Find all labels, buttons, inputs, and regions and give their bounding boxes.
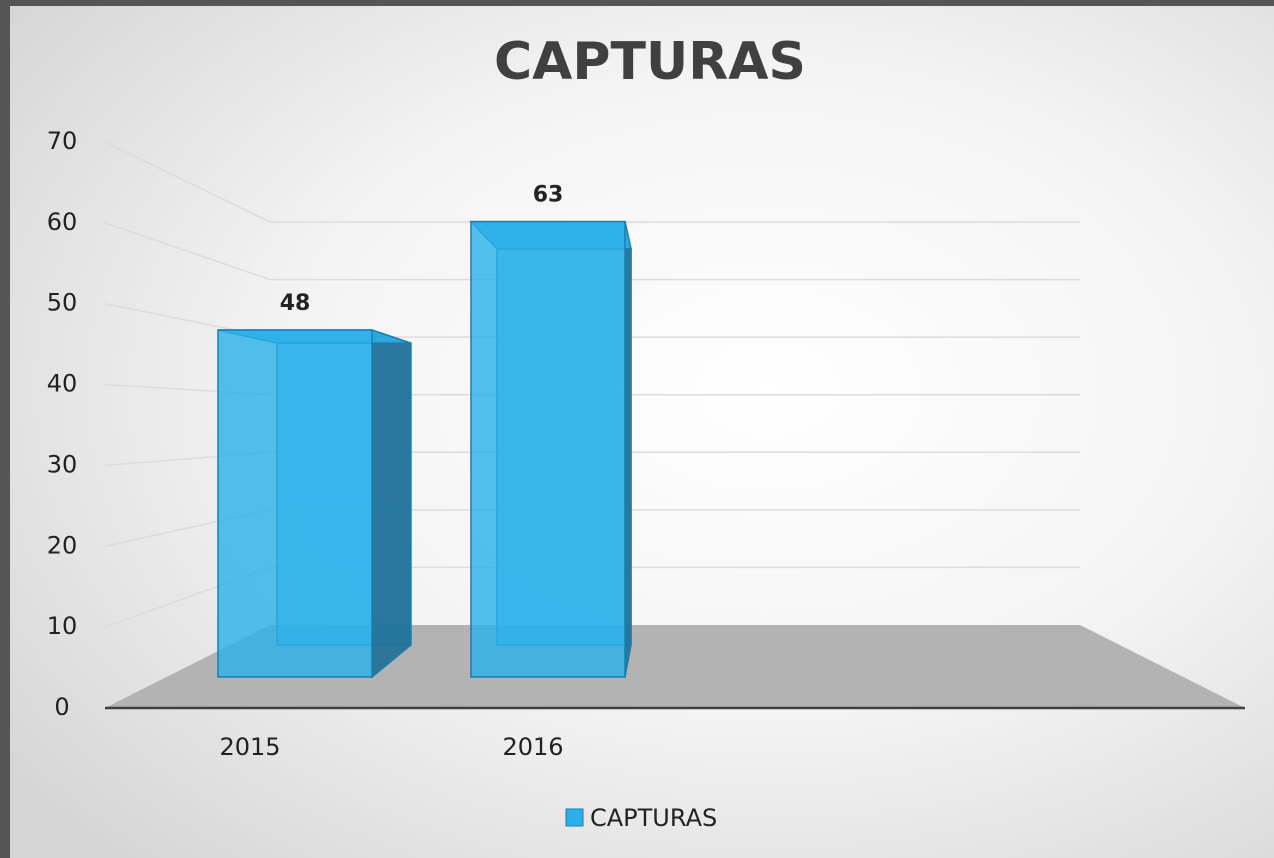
y-tick-label: 40	[47, 370, 78, 398]
y-tick-label: 50	[47, 289, 78, 317]
bar	[217, 328, 412, 679]
x-tick-label: 2016	[502, 733, 563, 761]
chart-title: CAPTURAS	[494, 32, 806, 92]
y-tick-label: 70	[47, 127, 78, 155]
y-tick-label: 20	[47, 531, 78, 559]
bar-side	[371, 328, 412, 679]
bar-front	[217, 329, 373, 678]
x-tick-label: 2015	[219, 733, 280, 761]
y-tick-label: 30	[47, 450, 78, 478]
data-label: 63	[533, 183, 564, 208]
side-grid-line	[104, 222, 271, 281]
bar-front	[470, 220, 626, 678]
y-tick-label: 60	[47, 208, 78, 236]
data-label: 48	[280, 291, 311, 316]
legend-swatch	[565, 808, 584, 827]
y-tick-label: 10	[47, 612, 78, 640]
bar	[469, 220, 632, 678]
side-grid-line	[104, 141, 271, 223]
chart-background	[10, 6, 1274, 858]
y-tick-label: 0	[54, 693, 69, 721]
bar-side	[624, 221, 632, 678]
legend-label: CAPTURAS	[590, 804, 717, 832]
